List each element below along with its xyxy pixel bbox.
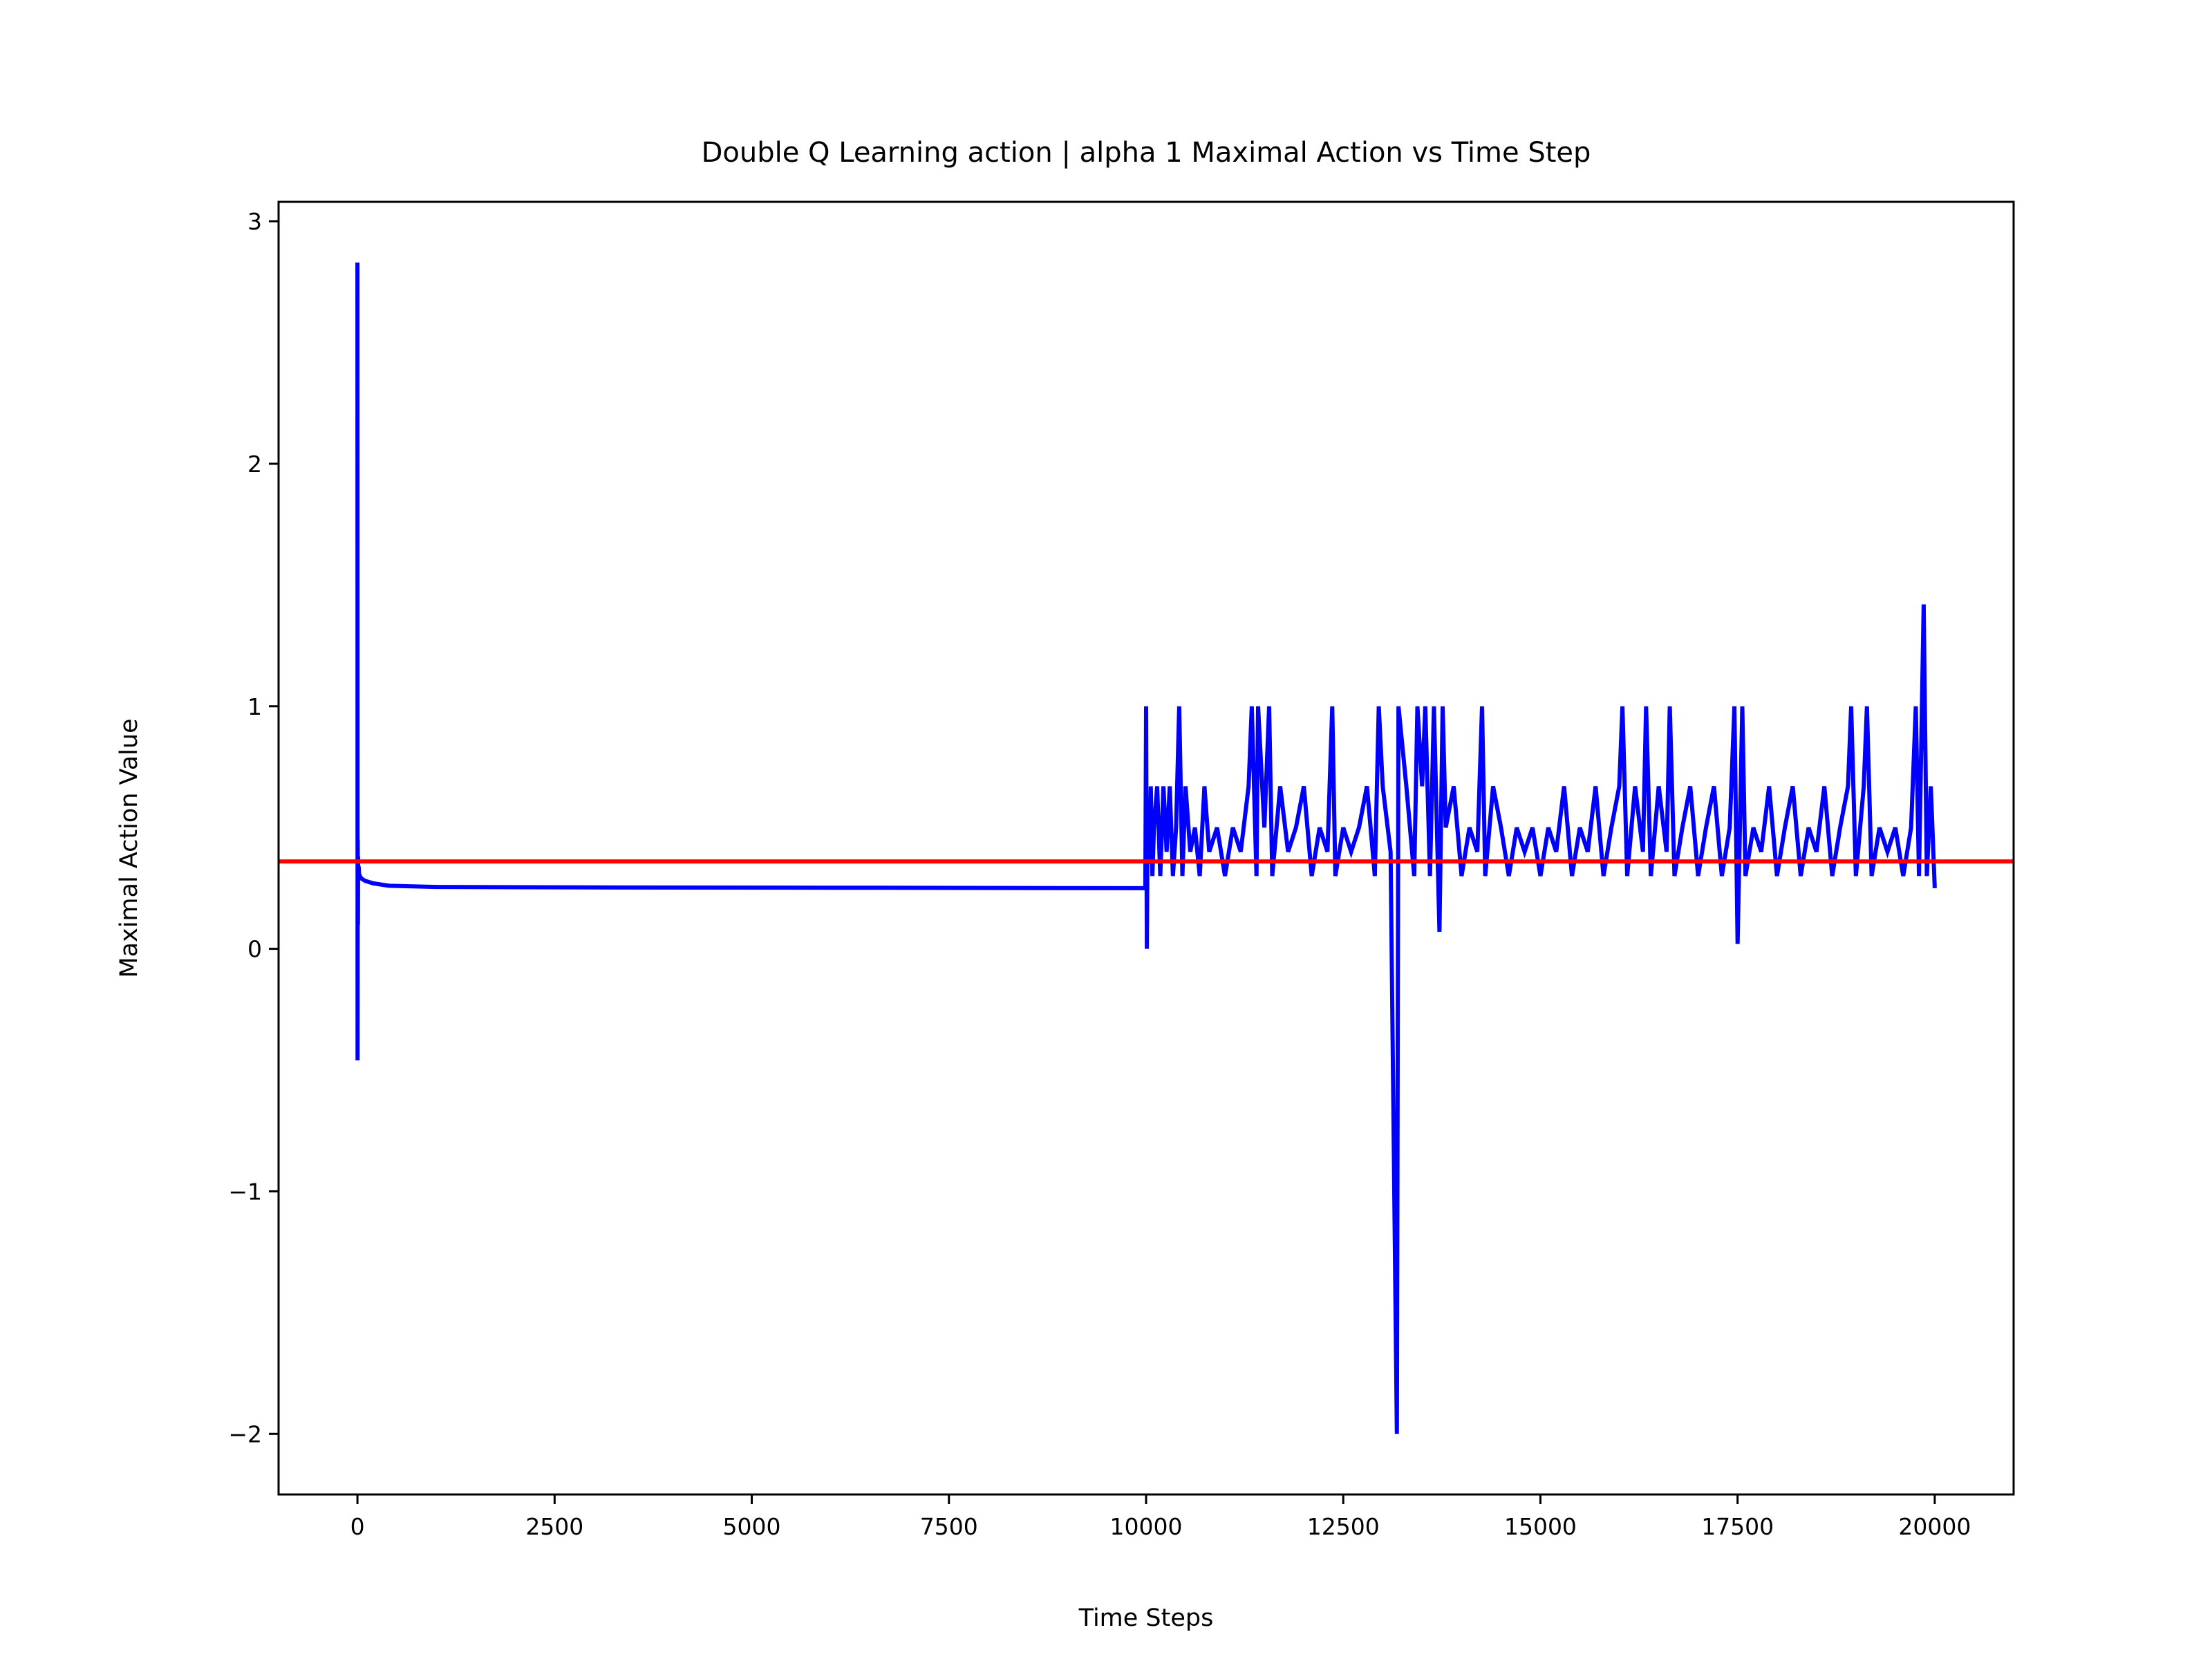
y-tick-label: −1 [228, 1178, 262, 1205]
x-tick-label: 5000 [723, 1513, 781, 1540]
y-tick-label: 2 [247, 451, 262, 478]
x-tick-label: 2500 [525, 1513, 583, 1540]
x-axis: 0 2500 5000 7500 10000 12500 15000 17500 20000 [350, 1494, 1971, 1540]
y-tick-label: 1 [247, 693, 262, 720]
x-tick-label: 15000 [1504, 1513, 1577, 1540]
x-axis-label: Time Steps [1078, 1604, 1214, 1632]
y-tick-label: −2 [228, 1421, 262, 1447]
y-axis: −2 −1 0 1 2 3 [228, 208, 279, 1447]
x-tick-label: 7500 [920, 1513, 978, 1540]
y-tick-label: 0 [247, 936, 262, 963]
x-tick-label: 0 [350, 1513, 365, 1540]
x-tick-label: 20000 [1898, 1513, 1971, 1540]
x-tick-label: 12500 [1307, 1513, 1380, 1540]
x-tick-label: 10000 [1110, 1513, 1183, 1540]
x-tick-label: 17500 [1701, 1513, 1774, 1540]
y-tick-label: 3 [247, 208, 262, 235]
chart-title: Double Q Learning action | alpha 1 Maxim… [702, 137, 1591, 169]
y-axis-label: Maximal Action Value [115, 718, 143, 977]
